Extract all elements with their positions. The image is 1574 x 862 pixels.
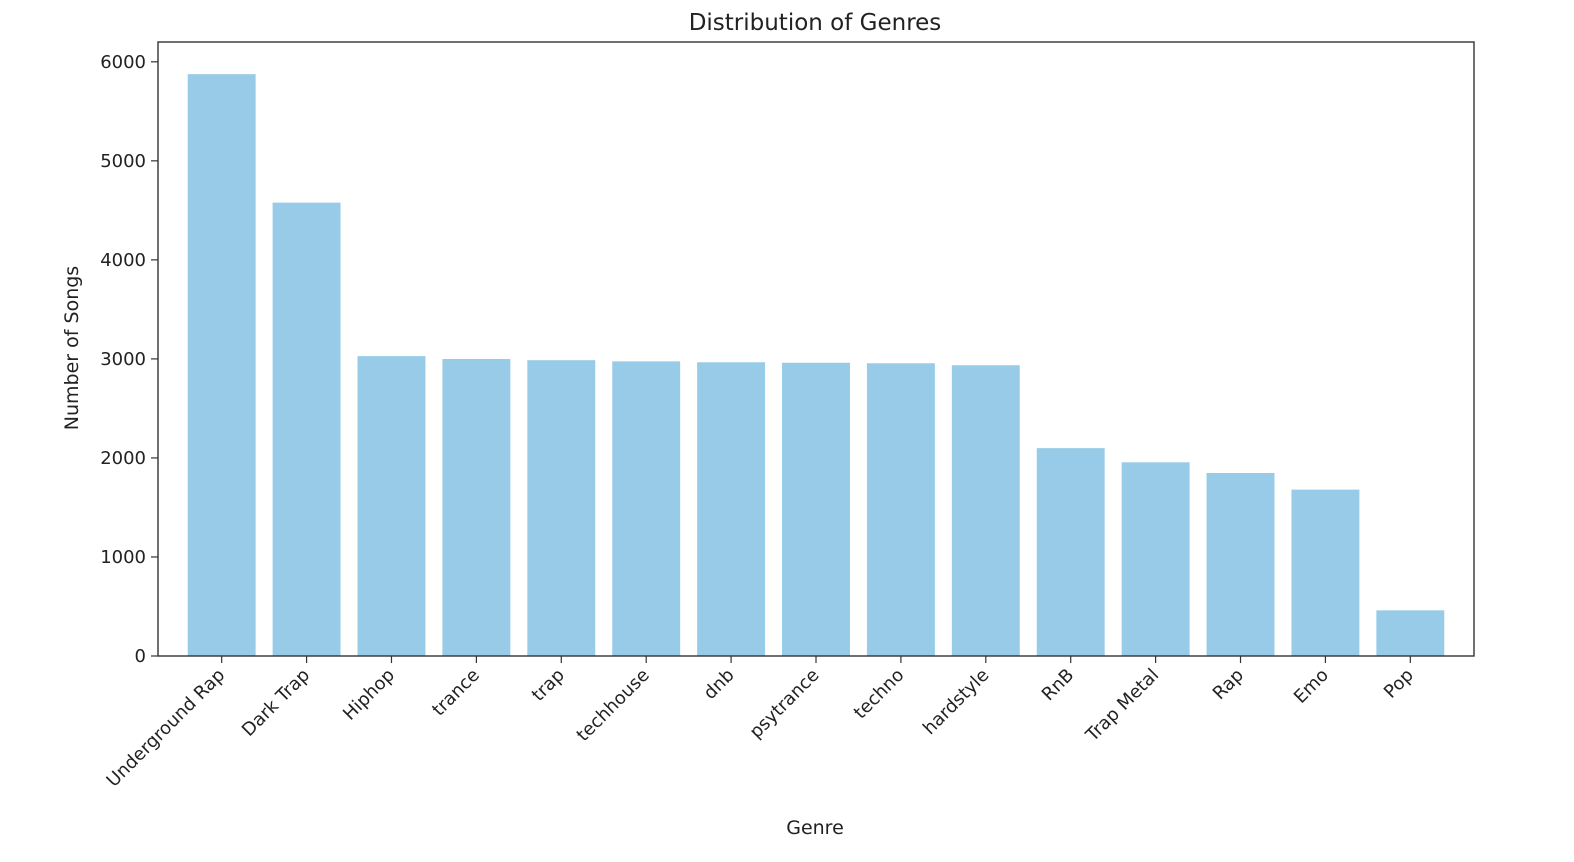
bar-techno: [866, 363, 935, 656]
bar-rnb: [1036, 448, 1105, 656]
x-axis: Underground Rap Dark Trap Hiphop trance trap…: [103, 656, 1418, 791]
x-tick-label: dnb: [700, 665, 739, 704]
bar-techhouse: [612, 361, 681, 656]
x-tick-label: techhouse: [573, 665, 654, 746]
x-tick-label: Dark Trap: [238, 665, 314, 741]
plot-area-frame: [157, 41, 1475, 657]
x-axis-label: Genre: [786, 817, 844, 839]
chart-title: Distribution of Genres: [689, 10, 942, 36]
bar-underground-rap: [187, 74, 256, 656]
y-axis: 0 1000 2000 3000 4000 5000 6000: [100, 52, 158, 667]
x-tick-label: RnB: [1038, 665, 1078, 705]
y-tick-label: 6000: [100, 52, 146, 73]
x-tick-label: psytrance: [746, 665, 824, 743]
x-tick-label: trap: [528, 665, 569, 706]
bar-dark-trap: [272, 202, 341, 657]
x-tick-label: techno: [850, 665, 909, 724]
y-tick-label: 2000: [100, 448, 146, 469]
x-tick-label: Emo: [1290, 665, 1333, 708]
x-tick-label: trance: [428, 665, 484, 721]
x-tick-label: hardstyle: [919, 665, 993, 739]
bar-trap-metal: [1121, 462, 1190, 656]
bars-layer: [187, 74, 1445, 657]
x-tick-label: Hiphop: [339, 665, 399, 725]
bar-hiphop: [357, 356, 426, 656]
x-tick-label: Underground Rap: [103, 665, 230, 792]
bar-emo: [1291, 489, 1360, 656]
x-tick-label: Rap: [1209, 665, 1248, 704]
y-tick-label: 0: [135, 646, 146, 667]
y-tick-label: 5000: [100, 151, 146, 172]
bar-pop: [1376, 610, 1445, 656]
y-axis-label: Number of Songs: [61, 266, 83, 430]
x-tick-label: Trap Metal: [1081, 665, 1163, 747]
y-tick-label: 4000: [100, 250, 146, 271]
y-tick-label: 1000: [100, 547, 146, 568]
y-tick-label: 3000: [100, 349, 146, 370]
bar-psytrance: [782, 362, 850, 656]
bar-trap: [527, 360, 596, 656]
bar-hardstyle: [951, 365, 1020, 656]
bar-trance: [442, 359, 511, 656]
x-tick-label: Pop: [1380, 665, 1418, 703]
bar-dnb: [697, 362, 766, 656]
bar-rap: [1206, 472, 1275, 656]
